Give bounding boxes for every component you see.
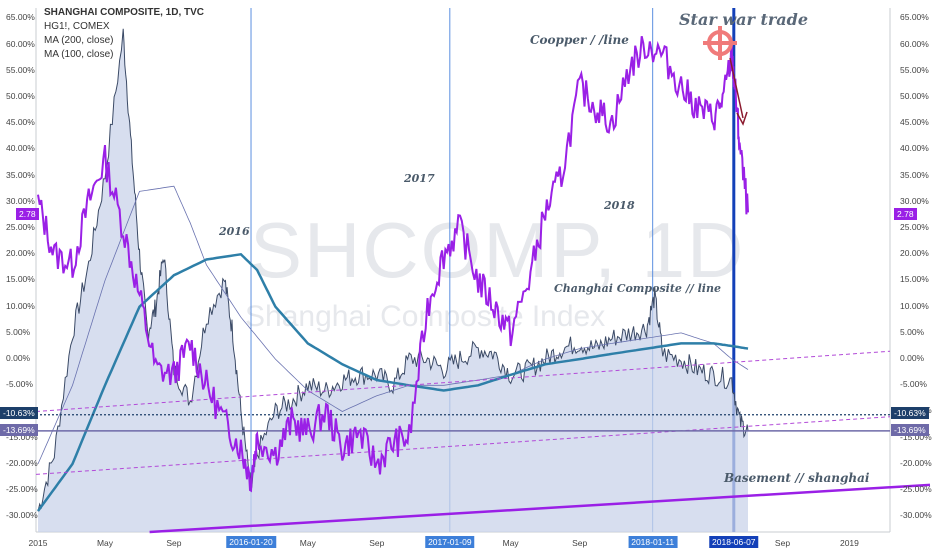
y-tick-r-19: -30.00% (900, 510, 932, 521)
y-tick-l-17: -20.00% (6, 457, 38, 468)
legend-ma200: MA (200, close) (44, 35, 114, 46)
x-marker-label-2: 2018-01-11 (628, 536, 678, 548)
x-tick-2: Sep (166, 538, 182, 548)
y-tick-r-11: 10.00% (900, 300, 929, 311)
y-tick-l-4: 45.00% (6, 117, 35, 128)
y-tick-l-19: -30.00% (6, 510, 38, 521)
watermark-symbol: SHCOMP, 1D (250, 206, 746, 294)
y-tick-r-1: 60.00% (900, 38, 929, 49)
down-arrow-shaft (729, 57, 744, 119)
x-tick-1: May (96, 538, 113, 548)
shcomp-line (37, 28, 749, 512)
annotation-basement: Basement // shanghai (724, 471, 870, 485)
y-tick-r-18: -25.00% (900, 484, 932, 495)
x-tick-7: Sep (774, 538, 791, 548)
price-tag-current-left: 2.78 (16, 208, 39, 220)
annotation-2018: 2018 (604, 199, 635, 212)
y-tick-l-6: 35.00% (6, 169, 35, 180)
y-tick-r-8: 25.00% (900, 222, 929, 233)
y-tick-r-7: 30.00% (900, 195, 929, 206)
y-tick-l-8: 25.00% (6, 222, 35, 233)
y-tick-r-3: 50.00% (900, 91, 929, 102)
trendline-upper (35, 350, 891, 412)
shcomp-area (38, 28, 749, 533)
price-tag-level-a-right: -10.63% (891, 407, 929, 419)
y-tick-l-12: 5.00% (6, 326, 31, 337)
annotation-copper-line: Coopper / /line (530, 33, 629, 47)
y-tick-r-12: 5.00% (900, 326, 925, 337)
annotation-2016: 2016 (219, 225, 250, 238)
price-tag-level-b-left: -13.69% (0, 424, 38, 436)
x-marker-label-3: 2018-06-07 (709, 536, 759, 548)
y-tick-l-16: -15.00% (6, 431, 38, 442)
y-tick-l-3: 50.00% (6, 91, 35, 102)
y-tick-l-0: 65.00% (6, 12, 35, 23)
y-tick-l-13: 0.00% (6, 353, 31, 364)
x-tick-0: 2015 (28, 538, 48, 548)
y-tick-r-13: 0.00% (900, 353, 925, 364)
legend-copper: HG1!, COMEX (44, 21, 110, 32)
x-tick-6: Sep (572, 538, 588, 548)
price-tag-current-right: 2.78 (894, 208, 917, 220)
down-arrow-head (736, 111, 748, 126)
x-tick-4: Sep (369, 538, 385, 548)
price-tag-level-b-right: -13.69% (891, 424, 929, 436)
copper-line (37, 35, 749, 493)
y-tick-l-1: 60.00% (6, 38, 35, 49)
legend-ma100: MA (100, close) (44, 49, 114, 60)
x-tick-8: 2019 (839, 538, 859, 548)
ma100-line (37, 185, 749, 465)
trendline-lower (35, 416, 891, 475)
y-tick-r-14: -5.00% (900, 379, 927, 390)
y-tick-l-9: 20.00% (6, 248, 35, 259)
y-tick-l-11: 10.00% (6, 300, 35, 311)
basement-line (149, 483, 931, 534)
x-tick-5: May (502, 538, 519, 548)
y-tick-r-6: 35.00% (900, 169, 929, 180)
y-tick-r-4: 45.00% (900, 117, 929, 128)
y-tick-l-18: -25.00% (6, 484, 38, 495)
y-tick-l-7: 30.00% (6, 195, 35, 206)
y-tick-l-2: 55.00% (6, 64, 35, 75)
y-tick-l-14: -5.00% (6, 379, 33, 390)
annotation-2017: 2017 (404, 172, 435, 185)
y-tick-r-0: 65.00% (900, 12, 929, 23)
chart-legend: SHANGHAI COMPOSITE, 1D, TVC HG1!, COMEX … (44, 6, 204, 62)
y-tick-r-5: 40.00% (900, 143, 929, 154)
y-tick-r-2: 55.00% (900, 64, 929, 75)
y-tick-r-17: -20.00% (900, 457, 932, 468)
x-marker-label-1: 2017-01-09 (425, 536, 475, 548)
x-marker-label-0: 2016-01-20 (226, 536, 276, 548)
price-tag-level-a-left: -10.63% (0, 407, 38, 419)
ma200-line (36, 252, 749, 512)
annotation-star-war: Star war trade (679, 10, 809, 29)
legend-title: SHANGHAI COMPOSITE, 1D, TVC (44, 7, 205, 18)
y-tick-l-10: 15.00% (6, 274, 35, 285)
x-tick-3: May (299, 538, 316, 548)
y-tick-l-5: 40.00% (6, 143, 35, 154)
annotation-shanghai-line: Changhai Composite // line (554, 282, 721, 295)
y-tick-r-10: 15.00% (900, 274, 929, 285)
y-tick-r-9: 20.00% (900, 248, 929, 259)
y-tick-r-16: -15.00% (900, 431, 932, 442)
